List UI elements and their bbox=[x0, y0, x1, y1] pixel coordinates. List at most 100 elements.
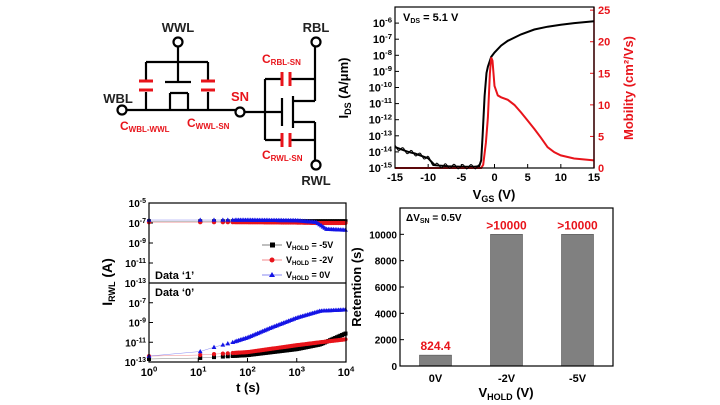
vhold-axis-label: VHOLD (V) bbox=[478, 385, 533, 402]
data-point-circle bbox=[225, 351, 230, 356]
x-tick-label: -10 bbox=[420, 172, 436, 184]
x-tick-label: 104 bbox=[338, 365, 355, 379]
bar--5V bbox=[561, 234, 594, 367]
data-point-square bbox=[220, 354, 225, 359]
y-tick-label: 10-8 bbox=[373, 48, 393, 62]
y-tick-label: 10-14 bbox=[369, 145, 393, 159]
irwl-legend: VHOLD = -5V VHOLD = -2V VHOLD = 0V bbox=[286, 240, 333, 282]
bar-0V bbox=[419, 354, 452, 367]
data-point-triangle bbox=[211, 344, 217, 349]
x-tick-label: 102 bbox=[239, 365, 256, 379]
y-tick-label: 4000 bbox=[375, 309, 398, 320]
ids-noise bbox=[394, 144, 480, 170]
y-tick-label: 10000 bbox=[369, 230, 397, 241]
y2-tick-label: 25 bbox=[598, 5, 610, 17]
legend-entry-minus5v: VHOLD = -5V bbox=[286, 240, 333, 252]
x-tick-label: 103 bbox=[288, 365, 305, 379]
x-tick-label: 100 bbox=[141, 365, 158, 379]
y2-tick-label: 0 bbox=[598, 163, 604, 175]
transfer-curve-chart: -15 -10 -5 0 5 10 15 10-15 10-14 10-13 10-12 10-11 1… bbox=[369, 5, 611, 184]
y-tick-label: 10-6 bbox=[373, 16, 392, 30]
data-point-circle bbox=[220, 351, 225, 356]
retention-plot-frame bbox=[399, 207, 614, 367]
x-tick-label: 5 bbox=[525, 172, 531, 184]
y2-tick-label: 5 bbox=[598, 131, 604, 143]
transfer-y-axis-label: IDS (A/μm) bbox=[336, 58, 353, 119]
irwl-vs-time-chart: 100 101 102 103 104 10-5 10-7 10-9 10-11 10-13 10-… bbox=[125, 198, 355, 379]
y-tick-label: 10-11 bbox=[369, 96, 393, 110]
data-point-triangle bbox=[225, 217, 231, 222]
data-point-triangle bbox=[220, 342, 226, 347]
sn-terminal bbox=[234, 106, 246, 118]
data-point-triangle bbox=[220, 217, 226, 222]
y-tick-label: 10-11 bbox=[125, 258, 146, 270]
x-category-label: 0V bbox=[429, 373, 443, 385]
data-point-circle bbox=[198, 352, 203, 358]
x-tick-label: -5 bbox=[456, 172, 466, 184]
data-point-square bbox=[230, 353, 235, 358]
data-point-square bbox=[198, 355, 203, 360]
y-tick-label: 10-11 bbox=[125, 337, 146, 349]
y2-tick-label: 15 bbox=[598, 68, 610, 80]
rbl-label: RBL bbox=[303, 20, 330, 35]
wbl-label: WBL bbox=[103, 91, 133, 106]
x-tick-label: 10 bbox=[555, 172, 567, 184]
bar-value-label: 824.4 bbox=[420, 339, 450, 353]
cap-wbl-wwl-label: CWBL-WWL bbox=[120, 119, 170, 134]
y-tick-label: 10-7 bbox=[373, 32, 392, 46]
legend-circle-marker bbox=[269, 257, 275, 263]
y-tick-label: 10-9 bbox=[129, 238, 146, 250]
x-category-label: -2V bbox=[498, 373, 516, 385]
wbl-terminal bbox=[116, 104, 128, 116]
y-tick-label: 0 bbox=[391, 362, 397, 373]
irwl-y-axis-label: IRWL (A) bbox=[99, 258, 117, 306]
y-tick-label: 10-9 bbox=[373, 64, 392, 78]
legend-entry-0v: VHOLD = 0V bbox=[286, 270, 330, 282]
time-axis-label: t (s) bbox=[236, 380, 260, 395]
data-point-square bbox=[212, 355, 217, 360]
legend-square-marker bbox=[270, 242, 275, 248]
y-tick-label: 10-13 bbox=[369, 128, 392, 142]
wwl-label: WWL bbox=[162, 20, 195, 35]
x-tick-label: -15 bbox=[387, 172, 403, 184]
mobility-axis-label: Mobility (cm²/Vs) bbox=[621, 36, 636, 140]
circuit-diagram bbox=[116, 36, 322, 171]
data-point-triangle bbox=[197, 348, 203, 354]
x-category-label: -5V bbox=[569, 373, 587, 385]
transfer-plot-frame bbox=[394, 6, 595, 169]
delta-vsn-annotation: ΔVSN = 0.5V bbox=[406, 213, 462, 225]
mobility-curve bbox=[395, 57, 595, 169]
y-tick-label: 10-15 bbox=[369, 161, 393, 175]
legend-triangle-marker bbox=[269, 272, 275, 277]
retention-bar-chart: 0 2000 4000 6000 8000 10000 824.4 0V >10000 -2V >1… bbox=[369, 218, 598, 385]
transfer-x-axis-label: VGS (V) bbox=[473, 187, 516, 204]
retention-y-axis-label: Retention (s) bbox=[349, 247, 364, 326]
legend-entry-minus2v: VHOLD = -2V bbox=[286, 255, 333, 267]
cap-rbl-sn-label: CRBL-SN bbox=[262, 52, 301, 67]
y2-tick-label: 10 bbox=[598, 100, 610, 112]
sn-label: SN bbox=[231, 89, 249, 104]
y-tick-label: 10-5 bbox=[129, 198, 146, 210]
data-point-triangle bbox=[225, 341, 231, 346]
data-point-square bbox=[225, 354, 230, 359]
y-tick-label: 10-13 bbox=[125, 278, 146, 290]
vds-annotation: VDS = 5.1 V bbox=[403, 12, 459, 25]
y-tick-label: 10-13 bbox=[125, 357, 146, 369]
data-point-circle bbox=[211, 352, 217, 357]
y-tick-label: 10-9 bbox=[129, 318, 146, 330]
bar-value-label: >10000 bbox=[486, 218, 527, 232]
y-tick-label: 10-12 bbox=[369, 112, 392, 126]
cap-rwl-sn-label: CRWL-SN bbox=[262, 148, 303, 163]
cap-wwl-sn-label: CWWL-SN bbox=[187, 116, 230, 131]
series-line bbox=[148, 309, 346, 357]
wwl-terminal bbox=[172, 36, 184, 48]
x-tick-label: 101 bbox=[190, 365, 207, 379]
y-tick-label: 10-7 bbox=[129, 298, 146, 310]
y-tick-label: 2000 bbox=[375, 336, 398, 347]
ids-curve bbox=[394, 20, 595, 168]
x-tick-label: 0 bbox=[491, 172, 497, 184]
y-tick-label: 6000 bbox=[375, 283, 398, 294]
bar--2V bbox=[490, 234, 523, 367]
y2-tick-label: 20 bbox=[598, 37, 610, 49]
